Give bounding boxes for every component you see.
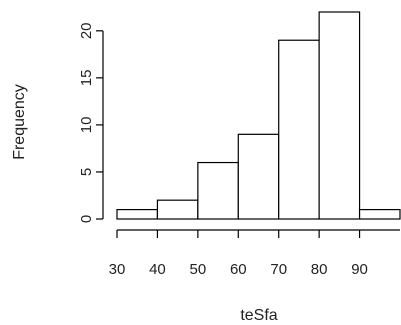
histogram-bar-40-50 (156, 199, 199, 220)
y-tick-label: 15 (78, 70, 95, 87)
x-tick-label: 80 (311, 261, 328, 278)
x-tick-label: 30 (109, 261, 126, 278)
x-tick-label: 60 (230, 261, 247, 278)
y-tick-label: 0 (78, 215, 95, 223)
y-axis-title: Frequency (11, 84, 28, 160)
histogram-bar-30-40 (116, 208, 159, 220)
histogram-bars (116, 11, 401, 220)
x-axis-title: teSfa (240, 307, 277, 324)
y-tick-label: 20 (78, 22, 95, 39)
histogram-bar-50-60 (197, 161, 239, 220)
histogram-bar-70-80 (278, 39, 320, 220)
x-axis: 30 40 50 60 70 80 90 (109, 229, 400, 278)
x-tick-label: 50 (190, 261, 207, 278)
y-tick-label: 10 (78, 117, 95, 134)
histogram-bar-80-90 (318, 11, 361, 220)
x-tick-label: 90 (351, 261, 368, 278)
x-tick-label: 40 (149, 261, 166, 278)
histogram-bar-90-100 (358, 208, 401, 220)
x-tick-label: 70 (270, 261, 287, 278)
histogram-bar-60-70 (237, 133, 280, 220)
y-tick-label: 5 (78, 168, 95, 176)
y-axis: 0 5 10 15 20 (78, 22, 104, 223)
